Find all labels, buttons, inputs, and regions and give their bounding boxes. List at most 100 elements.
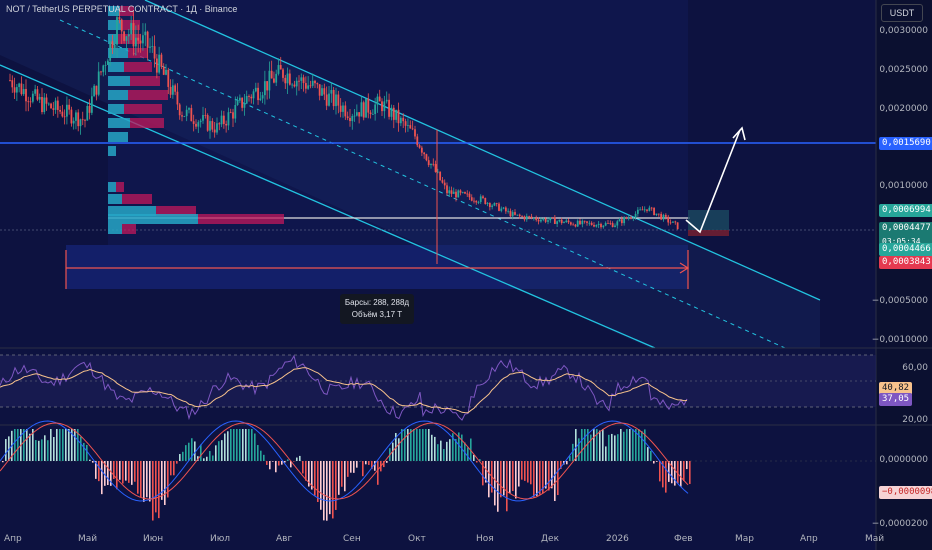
candle-body [416,136,419,146]
candle-body [27,101,30,103]
macd-bar [161,461,163,500]
candle-body [558,219,561,222]
candle-body [427,160,430,166]
candle-body [248,96,250,97]
candle-body [574,224,577,227]
candle-body [504,207,507,212]
macd-bar [662,461,664,488]
macd-bar [632,429,634,461]
currency-button[interactable]: USDT [881,4,923,22]
macd-bar [86,444,88,461]
macd-bar [335,461,337,510]
candle-body [314,80,316,84]
macd-bar [107,461,109,485]
candle-body [188,108,190,110]
candle-body [165,69,167,75]
macd-signal-line[interactable] [0,422,689,500]
candle-body [443,182,446,186]
macd-line[interactable] [0,420,689,502]
macd-bar [377,461,379,485]
macd-bar [323,461,325,521]
macd-bar [527,461,529,483]
macd-bar [251,429,253,461]
macd-bar [302,461,304,474]
macd-bar [188,442,190,461]
macd-bar [524,461,526,481]
candle-body [171,85,174,95]
candle-body [95,85,98,95]
candle-body [491,205,494,208]
candle-body [475,200,478,203]
candle-body [181,115,183,117]
macd-bar [257,445,259,461]
symbol-title[interactable]: NOT / TetherUS PERPETUAL CONTRACT · 1Д ·… [6,4,238,14]
vp-bar-down [122,194,152,204]
candle-body [448,190,451,194]
candle-body [436,171,439,173]
candle-body [100,71,102,73]
candle-body [414,129,416,137]
macd-bar [551,461,553,489]
candle-body [560,219,563,224]
candle-body [218,123,221,125]
candle-body [169,86,172,95]
macd-bar [413,429,415,461]
vp-bar-down [116,182,124,192]
candle-body [97,71,100,95]
candle-body [655,213,658,216]
price-tick: 0,0025000 [879,65,928,75]
macd-bar [137,461,139,494]
candle-body [537,219,540,222]
macd-bar [515,461,517,499]
position-stop-zone[interactable] [688,230,729,236]
macd-bar [419,429,421,461]
candle-body [43,97,46,113]
candle-body [202,114,204,121]
candle-body [261,95,264,99]
projection-arrow[interactable] [685,129,741,234]
macd-bar [434,436,436,461]
rsi-line[interactable] [0,354,688,421]
candle-body [104,64,107,66]
candle-body [397,109,400,124]
candle-body [648,207,651,211]
candle-body [337,94,340,106]
macd-bar [236,429,238,461]
macd-bar [650,450,652,461]
candle-body [616,221,619,226]
rsi-tick: 20,00 [902,415,928,425]
macd-bar [140,461,142,497]
candle-body [630,217,632,219]
candle-body [378,96,381,102]
candle-body [556,221,559,224]
position-target-zone[interactable] [688,210,729,230]
rsi-ma-line[interactable] [0,367,688,414]
vp-bar-down [128,90,168,100]
candle-body [569,222,572,225]
macd-bar [398,438,400,461]
candle-body [330,89,333,94]
macd-bar [614,435,616,461]
candle-body [461,192,464,193]
candle-body [482,196,484,198]
candle-body [641,209,644,211]
candle-body [620,219,623,224]
candle-body [439,171,442,181]
candle-body [618,219,621,222]
candle-body [643,209,646,211]
time-tick: Дек [541,534,560,544]
macd-bar [89,459,91,461]
candle-body [79,119,82,127]
candle-body [563,222,565,224]
macd-bar [578,438,580,461]
macd-bar [596,429,598,461]
macd-bar [539,461,541,495]
candle-body [434,164,437,172]
macd-bar [56,429,58,461]
candle-body [63,116,66,118]
candle-body [11,80,14,88]
channel-upper-line[interactable] [144,0,821,301]
measure-zone-box[interactable] [66,245,688,289]
candle-body [116,17,118,45]
